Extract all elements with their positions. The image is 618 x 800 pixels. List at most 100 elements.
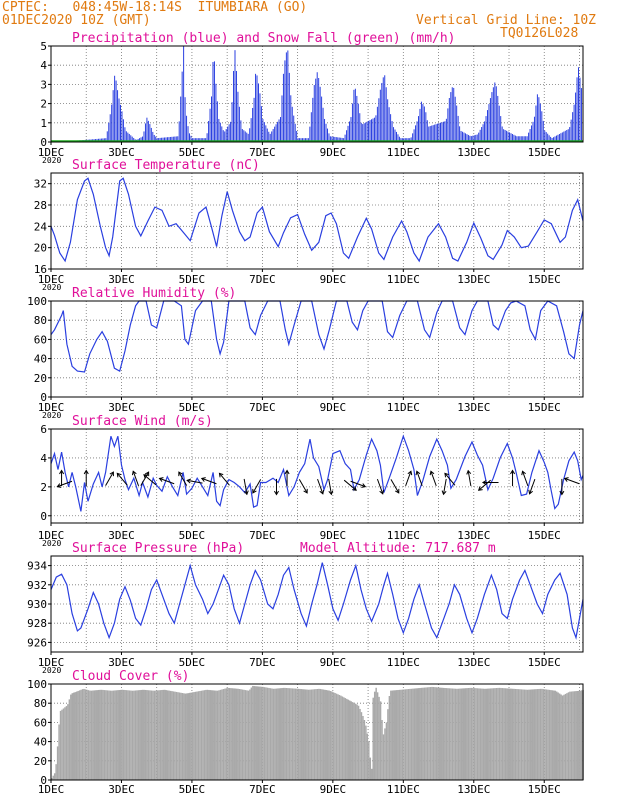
precip-bar	[365, 122, 367, 142]
cloud-bar	[371, 768, 373, 780]
wind-arrow	[219, 472, 230, 486]
cloud-bar	[265, 687, 267, 780]
precip-bar	[166, 137, 168, 142]
cloud-bar	[417, 688, 420, 780]
cloud-bar	[130, 690, 132, 780]
cloud-bar	[68, 699, 71, 780]
precip-bar	[119, 104, 121, 142]
precip-bar	[146, 117, 148, 142]
cloud-bar	[190, 692, 192, 780]
precip-bar	[318, 78, 320, 142]
cloud-bar	[375, 687, 377, 780]
cloud-bar	[519, 689, 521, 780]
precip-bar	[489, 98, 491, 142]
precip-bar	[459, 126, 461, 142]
cloud-bar	[316, 688, 319, 780]
precip-bar	[547, 133, 549, 142]
cloud-bar	[244, 690, 247, 780]
cloud-bar	[188, 692, 191, 780]
cloud-bar	[547, 689, 549, 780]
cloud-bar	[158, 690, 160, 780]
cloud-bar	[71, 693, 74, 780]
precip-bar	[278, 119, 280, 142]
precip-bar	[495, 86, 497, 142]
precip-bar	[423, 106, 425, 142]
cloud-bar	[536, 689, 539, 780]
cloud-bar	[542, 689, 545, 780]
precip-bar	[304, 138, 306, 142]
precip-bar	[152, 131, 154, 142]
precip-bar	[215, 83, 217, 142]
cloud-bar	[181, 693, 184, 780]
cloud-bar	[416, 688, 418, 780]
wind-arrow	[132, 471, 140, 487]
precip-bar	[291, 106, 293, 142]
cloud-bar	[346, 698, 348, 780]
precip-bar	[401, 138, 403, 142]
precip-bar	[156, 138, 158, 142]
cloud-bar	[575, 691, 577, 780]
wind-arrow-head	[252, 488, 257, 494]
cloud-bar	[388, 696, 391, 780]
precip-bar	[531, 125, 533, 142]
precip-bar	[240, 120, 242, 142]
cloud-bar	[75, 691, 78, 780]
cloud-bar	[420, 687, 423, 780]
cloud-bar	[96, 690, 98, 780]
wind-arrow-head	[200, 477, 206, 482]
precip-bar	[219, 122, 221, 142]
precip-bar	[124, 127, 126, 142]
precip-bar	[366, 121, 368, 142]
cloud-bar	[219, 689, 222, 780]
precip-bar	[378, 98, 380, 142]
precip-bar	[390, 114, 392, 142]
cloud-bar	[419, 687, 421, 780]
cloud-bar	[164, 689, 166, 780]
panel-title: Surface Pressure (hPa)	[72, 541, 244, 556]
x-tick-label: 13DEC	[457, 783, 490, 796]
precip-bar	[410, 137, 412, 142]
cloud-bar	[221, 689, 223, 780]
cloud-bar	[165, 690, 167, 780]
cloud-bar	[539, 688, 542, 780]
cloud-bar	[387, 709, 389, 780]
wind-arrow-head	[352, 486, 357, 491]
cloud-bar	[52, 775, 54, 780]
x-year-stub: 2020	[42, 156, 61, 165]
precip-bar	[315, 78, 317, 142]
precip-bar	[391, 121, 393, 142]
precip-bar	[274, 126, 276, 142]
cloud-bar	[62, 708, 65, 780]
precip-bar	[287, 50, 289, 143]
x-tick-label: 5DEC	[179, 401, 206, 414]
precip-bar	[109, 114, 111, 142]
cloud-bar	[282, 687, 285, 780]
precip-bar	[485, 116, 487, 142]
cloud-bar	[155, 690, 157, 780]
cloud-bar	[58, 724, 60, 780]
precip-bar	[206, 133, 208, 142]
precip-bar	[409, 138, 411, 142]
precip-bar	[412, 133, 414, 142]
cloud-bar	[65, 706, 68, 780]
precip-bar	[529, 129, 531, 142]
wind-arrow	[143, 474, 157, 486]
precip-bar	[385, 87, 387, 142]
precip-bar	[504, 130, 506, 142]
x-tick-label: 1DEC	[38, 146, 65, 159]
precip-bar	[162, 137, 164, 142]
precip-bar	[255, 73, 257, 142]
precip-bar	[266, 128, 268, 142]
cloud-bar	[429, 687, 432, 780]
cloud-bar	[206, 689, 209, 780]
y-tick-label: 6	[40, 423, 47, 436]
cloud-bar	[498, 687, 501, 780]
wind-arrow-head	[218, 472, 224, 478]
cloud-bar	[324, 689, 326, 780]
cloud-bar	[372, 697, 374, 780]
cloud-bar	[127, 690, 129, 780]
precip-bar	[128, 133, 130, 142]
cloud-bar	[147, 690, 150, 780]
cloud-bar	[67, 704, 69, 780]
cloud-bar	[277, 688, 279, 780]
